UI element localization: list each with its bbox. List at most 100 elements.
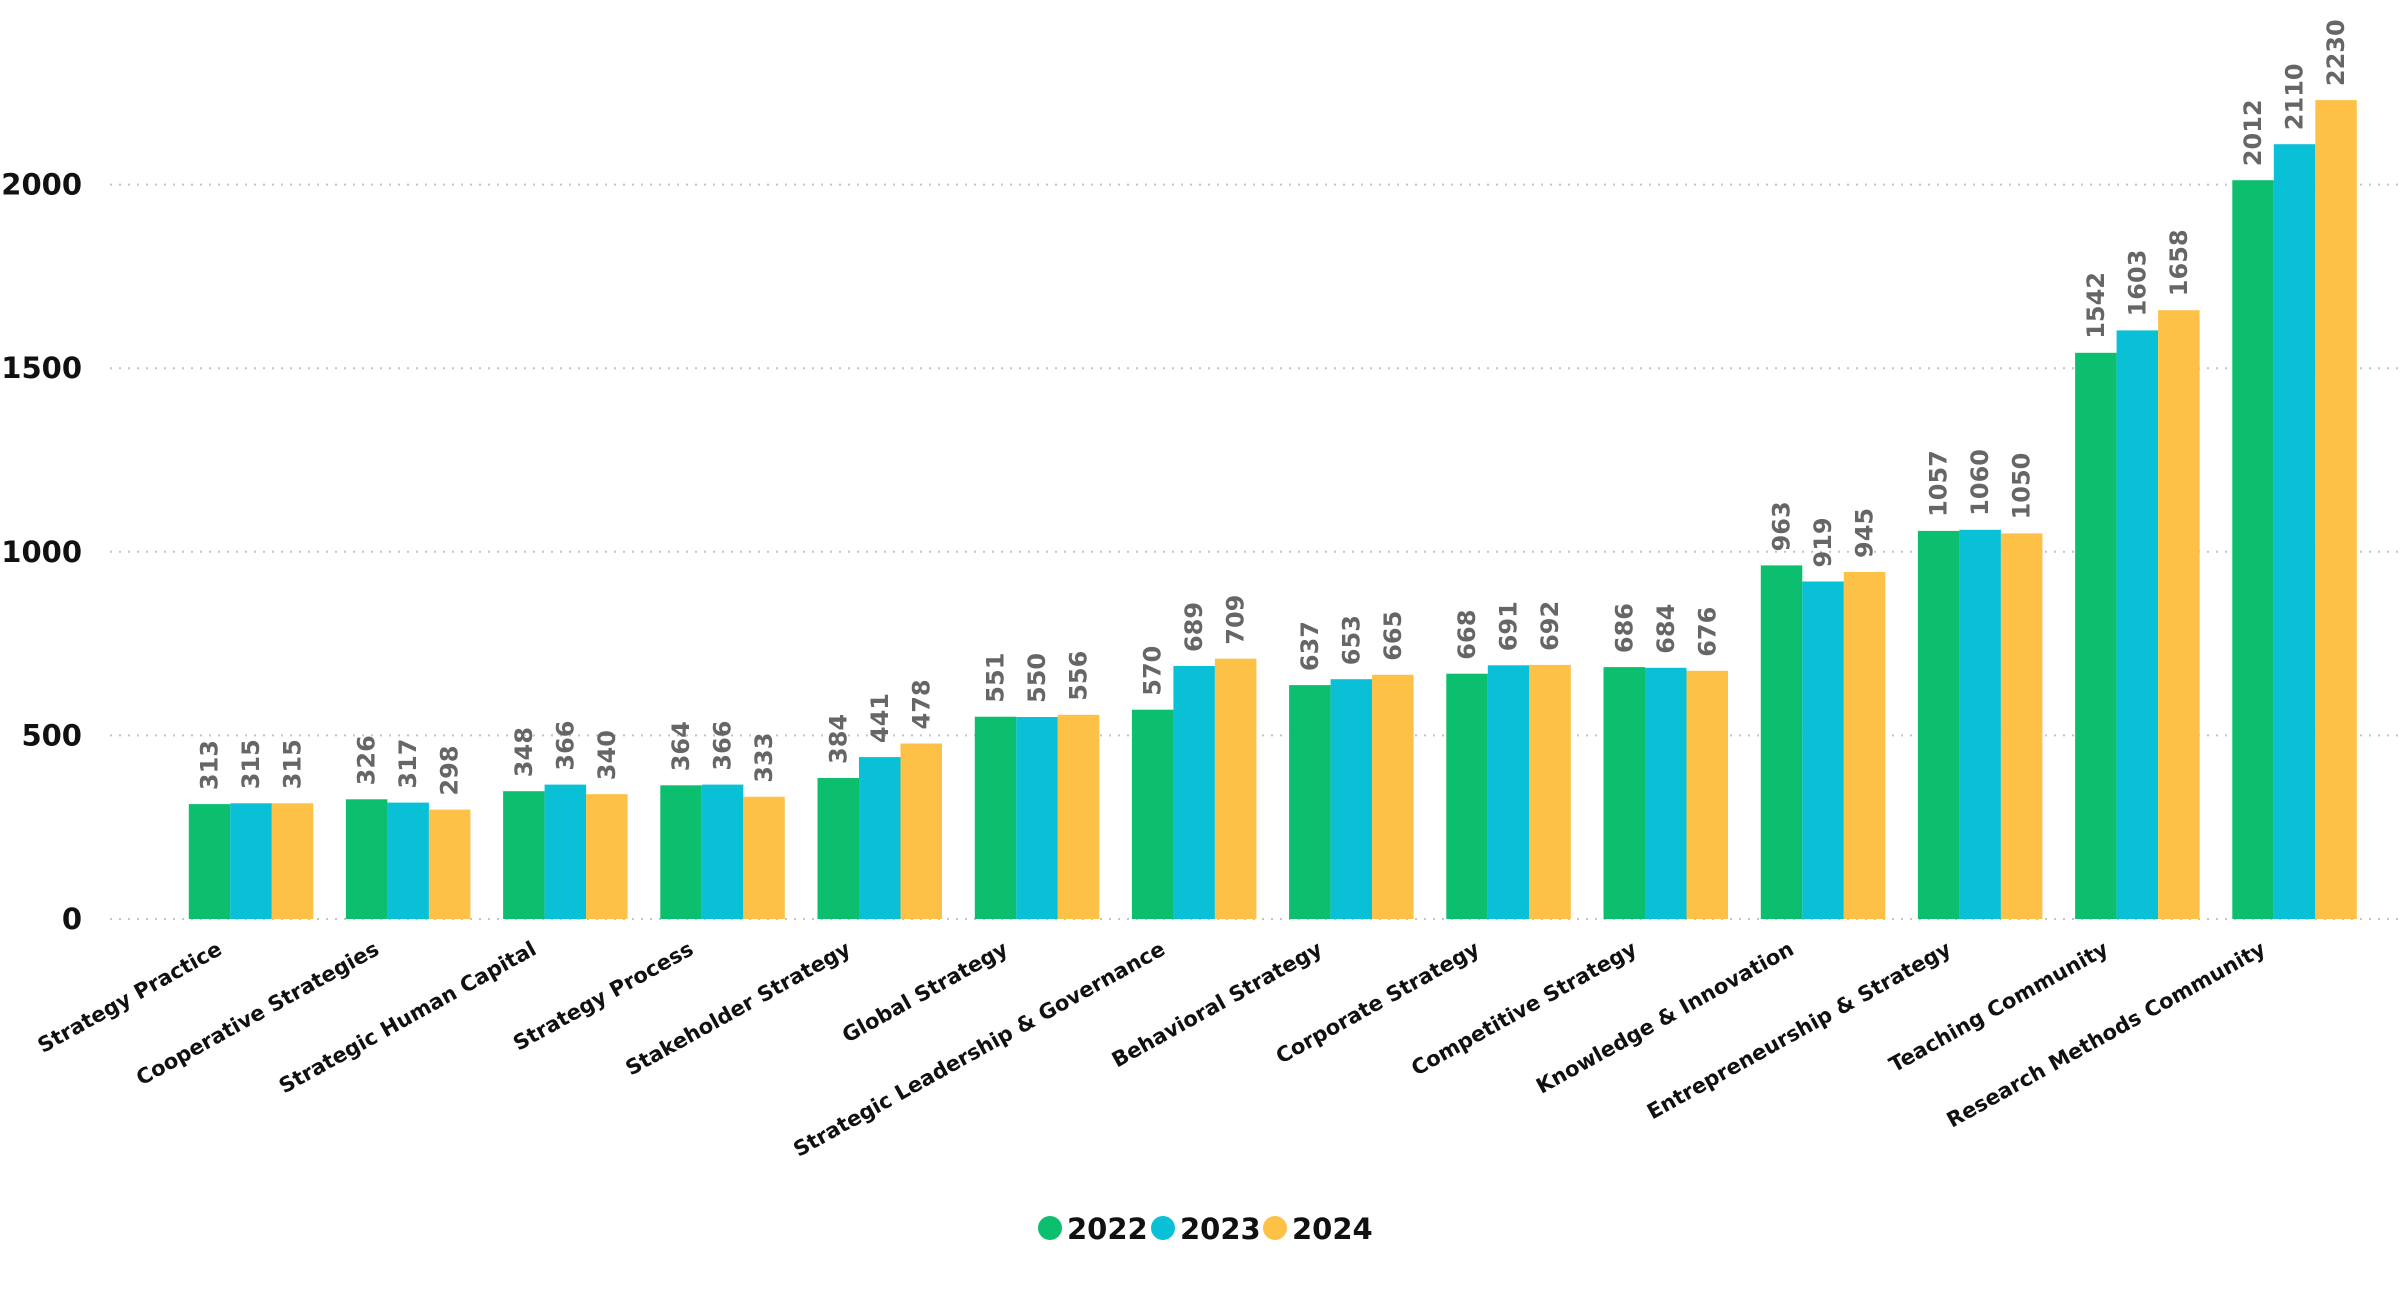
value-label-2024-7: 665: [1379, 611, 1407, 661]
value-label-2022-13: 2012: [2239, 99, 2267, 166]
value-label-2023-2: 366: [551, 720, 579, 770]
bar-2022-9[interactable]: [1603, 667, 1646, 919]
value-label-2022-1: 326: [353, 735, 381, 785]
value-labels: 313 315 315 326 317 298 348 366 340 364 366 333 384 4…: [196, 19, 2351, 795]
bar-2024-4[interactable]: [900, 743, 943, 920]
bar-2024-0[interactable]: [271, 803, 314, 919]
bar-2023-3[interactable]: [701, 784, 744, 919]
value-label-2024-9: 676: [1693, 607, 1721, 657]
bar-2023-4[interactable]: [859, 757, 901, 919]
bar-2022-1[interactable]: [345, 799, 388, 919]
bar-2022-4[interactable]: [817, 778, 860, 919]
bar-2022-7[interactable]: [1289, 685, 1331, 919]
y-tick-label: 500: [21, 718, 82, 752]
bar-2022-12[interactable]: [2075, 352, 2117, 919]
value-label-2024-0: 315: [279, 739, 307, 789]
value-label-2023-1: 317: [394, 738, 422, 788]
bar-2022-5[interactable]: [974, 716, 1017, 919]
bar-2023-5[interactable]: [1016, 717, 1058, 919]
value-label-2022-3: 364: [667, 721, 695, 771]
y-tick-label: 0: [62, 902, 82, 936]
value-label-2024-11: 1050: [2008, 453, 2036, 520]
bar-2022-3[interactable]: [660, 785, 702, 919]
value-label-2023-6: 689: [1180, 602, 1208, 652]
legend-label-2024: 2024: [1292, 1212, 1373, 1246]
bar-2024-5[interactable]: [1057, 714, 1100, 919]
legend-item-2024[interactable]: 2024: [1263, 1212, 1373, 1246]
value-label-2024-2: 340: [593, 730, 621, 780]
value-label-2022-4: 384: [824, 714, 852, 764]
bar-2023-2[interactable]: [544, 784, 587, 919]
legend-item-2023[interactable]: 2023: [1151, 1212, 1261, 1246]
bars: [188, 100, 2357, 920]
value-label-2022-2: 348: [510, 727, 538, 777]
bar-2022-10[interactable]: [1760, 565, 1803, 919]
value-label-2024-1: 298: [436, 745, 464, 795]
value-label-2024-12: 1658: [2165, 229, 2193, 296]
bar-2023-10[interactable]: [1802, 581, 1844, 920]
bar-2023-6[interactable]: [1173, 666, 1215, 919]
value-label-2024-6: 709: [1222, 595, 1250, 645]
value-label-2023-11: 1060: [1966, 449, 1994, 516]
bar-2023-1[interactable]: [387, 802, 429, 919]
value-label-2022-11: 1057: [1925, 450, 1953, 517]
bar-2022-0[interactable]: [188, 804, 231, 919]
bar-2022-2[interactable]: [503, 791, 545, 919]
bar-2024-13[interactable]: [2315, 100, 2357, 920]
bar-2024-7[interactable]: [1372, 674, 1414, 919]
value-label-2023-8: 691: [1495, 601, 1523, 651]
x-tick-label: Strategic Human Capital: [275, 937, 540, 1099]
bar-2024-3[interactable]: [743, 796, 785, 919]
legend[interactable]: 2022 2023 2024: [1038, 1212, 1373, 1246]
bar-2023-11[interactable]: [1959, 529, 2001, 919]
value-label-2022-10: 963: [1768, 501, 1796, 551]
bar-2024-12[interactable]: [2158, 310, 2200, 919]
bar-2022-11[interactable]: [1917, 530, 1960, 919]
bar-2022-6[interactable]: [1131, 709, 1174, 919]
value-label-2022-5: 551: [982, 653, 1010, 703]
bar-2024-9[interactable]: [1686, 670, 1729, 919]
bar-2024-2[interactable]: [586, 794, 628, 919]
bar-2023-12[interactable]: [2116, 330, 2159, 919]
value-label-2024-5: 556: [1065, 651, 1093, 701]
bar-2024-11[interactable]: [2000, 533, 2043, 919]
value-label-2022-8: 668: [1453, 610, 1481, 660]
x-tick-label: Cooperative Strategies: [132, 937, 383, 1091]
legend-label-2022: 2022: [1067, 1212, 1148, 1246]
value-label-2023-9: 684: [1652, 604, 1680, 654]
bar-2023-13[interactable]: [2273, 144, 2316, 919]
y-tick-label: 1500: [1, 351, 82, 385]
bar-2024-8[interactable]: [1529, 664, 1571, 919]
bar-2023-9[interactable]: [1645, 667, 1687, 919]
legend-item-2022[interactable]: 2022: [1038, 1212, 1148, 1246]
bar-2022-8[interactable]: [1446, 673, 1488, 919]
value-label-2024-13: 2230: [2322, 19, 2350, 86]
bar-2024-10[interactable]: [1843, 572, 1886, 919]
value-label-2022-9: 686: [1610, 603, 1638, 653]
bar-2022-13[interactable]: [2232, 180, 2274, 919]
value-label-2023-13: 2110: [2281, 63, 2309, 130]
value-label-2022-7: 637: [1296, 621, 1324, 671]
value-label-2024-10: 945: [1851, 508, 1879, 558]
bar-2023-7[interactable]: [1330, 679, 1373, 919]
bar-2024-1[interactable]: [428, 809, 471, 919]
legend-label-2023: 2023: [1180, 1212, 1261, 1246]
x-tick-label: Knowledge & Innovation: [1532, 937, 1798, 1099]
bar-2024-6[interactable]: [1214, 658, 1257, 919]
value-label-2023-3: 366: [709, 720, 737, 770]
value-label-2022-12: 1542: [2082, 272, 2110, 339]
legend-marker-2024: [1263, 1216, 1287, 1240]
bar-2023-8[interactable]: [1487, 665, 1530, 919]
value-label-2023-12: 1603: [2123, 250, 2151, 317]
legend-marker-2022: [1038, 1216, 1062, 1240]
value-label-2024-3: 333: [750, 733, 778, 783]
legend-marker-2023: [1151, 1216, 1175, 1240]
value-label-2023-5: 550: [1023, 653, 1051, 703]
value-label-2023-10: 919: [1809, 517, 1837, 567]
value-label-2022-0: 313: [196, 740, 224, 790]
x-tick-label: Entrepreneurship & Strategy: [1643, 937, 1955, 1125]
bar-2023-0[interactable]: [230, 803, 272, 919]
